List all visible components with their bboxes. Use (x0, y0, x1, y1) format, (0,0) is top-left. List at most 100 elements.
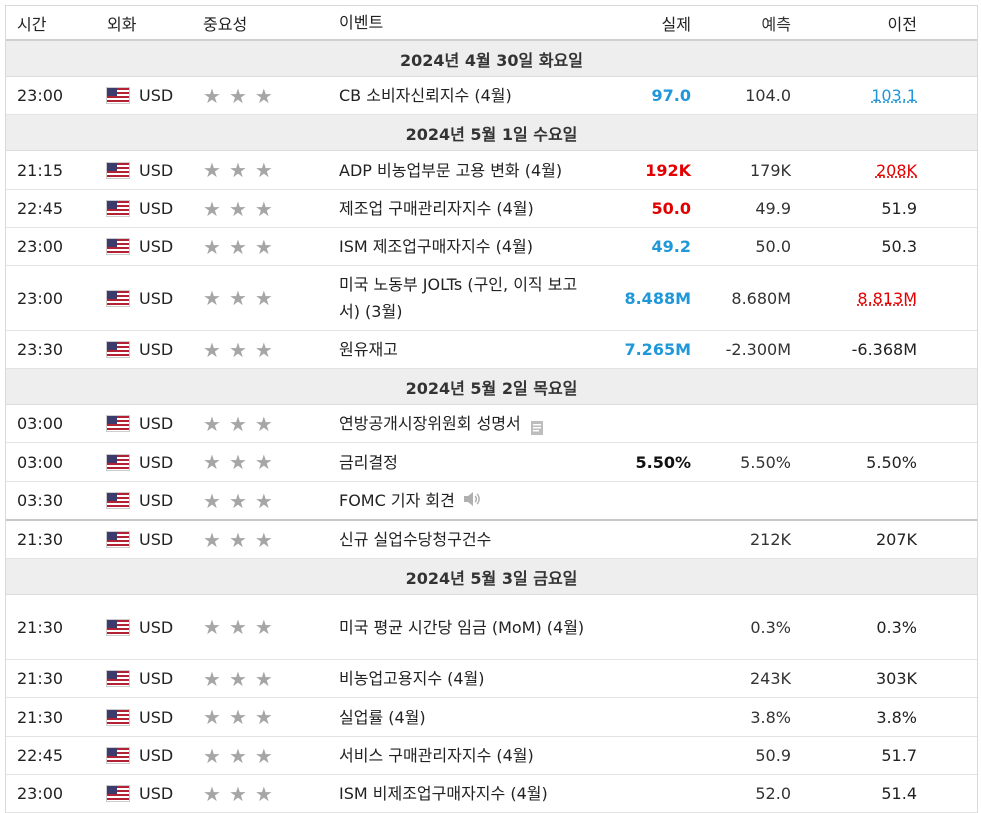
previous-cell: 51.4 (791, 784, 917, 803)
event-time: 22:45 (17, 199, 64, 218)
forecast-value: 5.50% (740, 452, 791, 472)
table-row[interactable]: 22:45 USD ★ ★ ★ 제조업 구매관리자지수 (4월) 50.0 49.9 51.9 (6, 190, 977, 228)
star-icon: ★ (203, 234, 221, 259)
star-icon: ★ (228, 743, 247, 768)
event-name[interactable]: 원유재고 (339, 340, 398, 359)
table-row[interactable]: 03:00 USD ★ ★ ★ 연방공개시장위원회 성명서 (6, 405, 977, 443)
event-cell[interactable]: CB 소비자신뢰지수 (4월) (331, 82, 596, 109)
event-name[interactable]: ADP 비농업부문 고용 변화 (4월) (339, 160, 563, 180)
economic-calendar-table: 시간 외화 중요성 이벤트 실제 예측 이전 2024년 4월 30일 화요일 2… (5, 5, 978, 813)
header-actual[interactable]: 실제 (661, 14, 691, 34)
previous-value[interactable]: 208K (875, 160, 917, 180)
currency-code: USD (139, 199, 174, 218)
currency-cell: USD (101, 340, 201, 359)
us-flag-icon (107, 493, 129, 508)
event-cell[interactable]: 연방공개시장위원회 성명서 (331, 410, 596, 437)
table-row[interactable]: 23:00 USD ★ ★ ★ CB 소비자신뢰지수 (4월) 97.0 104.0 103.1 (6, 77, 977, 115)
header-importance[interactable]: 중요성 (203, 14, 248, 34)
us-flag-icon (107, 201, 129, 216)
event-time: 23:00 (17, 86, 64, 105)
previous-cell: 207K (791, 530, 917, 549)
forecast-value: 50.9 (755, 746, 791, 765)
event-cell[interactable]: 원유재고 (331, 336, 596, 363)
actual-value: 97.0 (651, 86, 691, 105)
currency-code: USD (139, 784, 174, 803)
event-cell[interactable]: 신규 실업수당청구건수 (331, 526, 596, 553)
event-cell[interactable]: 제조업 구매관리자지수 (4월) (331, 195, 596, 222)
us-flag-icon (107, 619, 129, 635)
actual-value: 192K (645, 160, 691, 180)
star-icon: ★ (228, 83, 247, 108)
event-name[interactable]: 실업률 (4월) (339, 707, 426, 727)
event-time: 21:30 (17, 530, 64, 549)
star-icon: ★ (228, 450, 247, 474)
event-cell[interactable]: ISM 제조업구매자지수 (4월) (331, 233, 596, 260)
event-cell[interactable]: 실업률 (4월) (331, 704, 596, 731)
actual-value: 7.265M (624, 340, 691, 359)
event-time: 03:30 (17, 491, 64, 510)
table-row[interactable]: 23:00 USD ★ ★ ★ ISM 비제조업구매자지수 (4월) 52.0 51.4 (6, 775, 977, 813)
previous-value: 0.3% (876, 617, 917, 637)
event-time: 21:30 (17, 617, 64, 637)
table-row[interactable]: 23:30 USD ★ ★ ★ 원유재고 7.265M -2.300M -6.368M (6, 331, 977, 369)
event-name[interactable]: ISM 비제조업구매자지수 (4월) (339, 784, 548, 803)
document-icon[interactable] (529, 417, 543, 435)
star-icon: ★ (254, 743, 273, 768)
table-row[interactable]: 21:30 USD ★ ★ ★ 미국 평균 시간당 임금 (MoM) (4월) 0.3% 0.… (6, 595, 977, 660)
event-name[interactable]: 금리결정 (339, 452, 398, 472)
event-cell[interactable]: 서비스 구매관리자지수 (4월) (331, 742, 596, 769)
table-row[interactable]: 21:30 USD ★ ★ ★ 비농업고용지수 (4월) 243K 303K (6, 660, 977, 698)
importance-stars: ★ ★ ★ (201, 160, 331, 180)
table-row[interactable]: 03:30 USD ★ ★ ★ FOMC 기자 회견 (6, 482, 977, 521)
event-name[interactable]: ISM 제조업구매자지수 (4월) (339, 237, 533, 256)
header-currency[interactable]: 외화 (107, 14, 137, 34)
event-cell[interactable]: 금리결정 (331, 449, 596, 476)
event-name[interactable]: CB 소비자신뢰지수 (4월) (339, 86, 512, 105)
event-cell[interactable]: 비농업고용지수 (4월) (331, 665, 596, 692)
header-time[interactable]: 시간 (17, 14, 47, 34)
importance-stars: ★ ★ ★ (201, 669, 331, 689)
event-name[interactable]: 비농업고용지수 (4월) (339, 669, 485, 688)
event-time: 21:15 (17, 160, 64, 180)
event-name[interactable]: FOMC 기자 회견 (339, 490, 455, 510)
header-previous[interactable]: 이전 (887, 14, 917, 34)
table-row[interactable]: 23:00 USD ★ ★ ★ ISM 제조업구매자지수 (4월) 49.2 50.0 50.3 (6, 228, 977, 266)
us-flag-icon (107, 162, 129, 178)
event-name[interactable]: 서비스 구매관리자지수 (4월) (339, 746, 534, 765)
event-cell[interactable]: FOMC 기자 회견 (331, 487, 596, 515)
previous-cell: 5.50% (791, 453, 917, 472)
currency-code: USD (139, 491, 174, 510)
previous-cell: -6.368M (791, 340, 917, 359)
header-event[interactable]: 이벤트 (339, 13, 384, 32)
table-row[interactable]: 21:30 USD ★ ★ ★ 신규 실업수당청구건수 212K 207K (6, 521, 977, 559)
event-name[interactable]: 제조업 구매관리자지수 (4월) (339, 199, 534, 218)
table-row[interactable]: 23:00 USD ★ ★ ★ 미국 노동부 JOLTs (구인, 이직 보고서) (3월… (6, 266, 977, 331)
table-row[interactable]: 22:45 USD ★ ★ ★ 서비스 구매관리자지수 (4월) 50.9 51.7 (6, 737, 977, 775)
event-cell[interactable]: 미국 노동부 JOLTs (구인, 이직 보고서) (3월) (331, 271, 596, 325)
table-row[interactable]: 21:30 USD ★ ★ ★ 실업률 (4월) 3.8% 3.8% (6, 698, 977, 737)
table-row[interactable]: 21:15 USD ★ ★ ★ ADP 비농업부문 고용 변화 (4월) 192K 179K 2… (6, 151, 977, 190)
currency-cell: USD (101, 530, 201, 549)
event-name[interactable]: 신규 실업수당청구건수 (339, 530, 492, 549)
us-flag-icon (107, 709, 129, 725)
header-forecast[interactable]: 예측 (761, 14, 791, 34)
event-name[interactable]: 미국 평균 시간당 임금 (MoM) (4월) (339, 617, 585, 637)
importance-stars: ★ ★ ★ (201, 199, 331, 219)
table-row[interactable]: 03:00 USD ★ ★ ★ 금리결정 5.50% 5.50% 5.50% (6, 443, 977, 482)
event-cell[interactable]: 미국 평균 시간당 임금 (MoM) (4월) (331, 614, 596, 641)
event-name[interactable]: 미국 노동부 JOLTs (구인, 이직 보고서) (3월) (339, 275, 578, 321)
importance-stars: ★ ★ ★ (201, 491, 331, 511)
currency-code: USD (139, 669, 174, 688)
previous-value[interactable]: 103.1 (871, 86, 917, 105)
us-flag-icon (107, 532, 129, 547)
star-icon: ★ (228, 411, 247, 436)
importance-stars: ★ ★ ★ (201, 452, 331, 472)
previous-value[interactable]: 8.813M (857, 288, 917, 308)
event-cell[interactable]: ADP 비농업부문 고용 변화 (4월) (331, 157, 596, 184)
speaker-icon[interactable] (463, 488, 481, 515)
event-cell[interactable]: ISM 비제조업구매자지수 (4월) (331, 780, 596, 807)
star-icon: ★ (203, 158, 221, 182)
us-flag-icon (107, 342, 129, 357)
event-name[interactable]: 연방공개시장위원회 성명서 (339, 414, 521, 433)
date-header: 2024년 4월 30일 화요일 (6, 41, 977, 77)
